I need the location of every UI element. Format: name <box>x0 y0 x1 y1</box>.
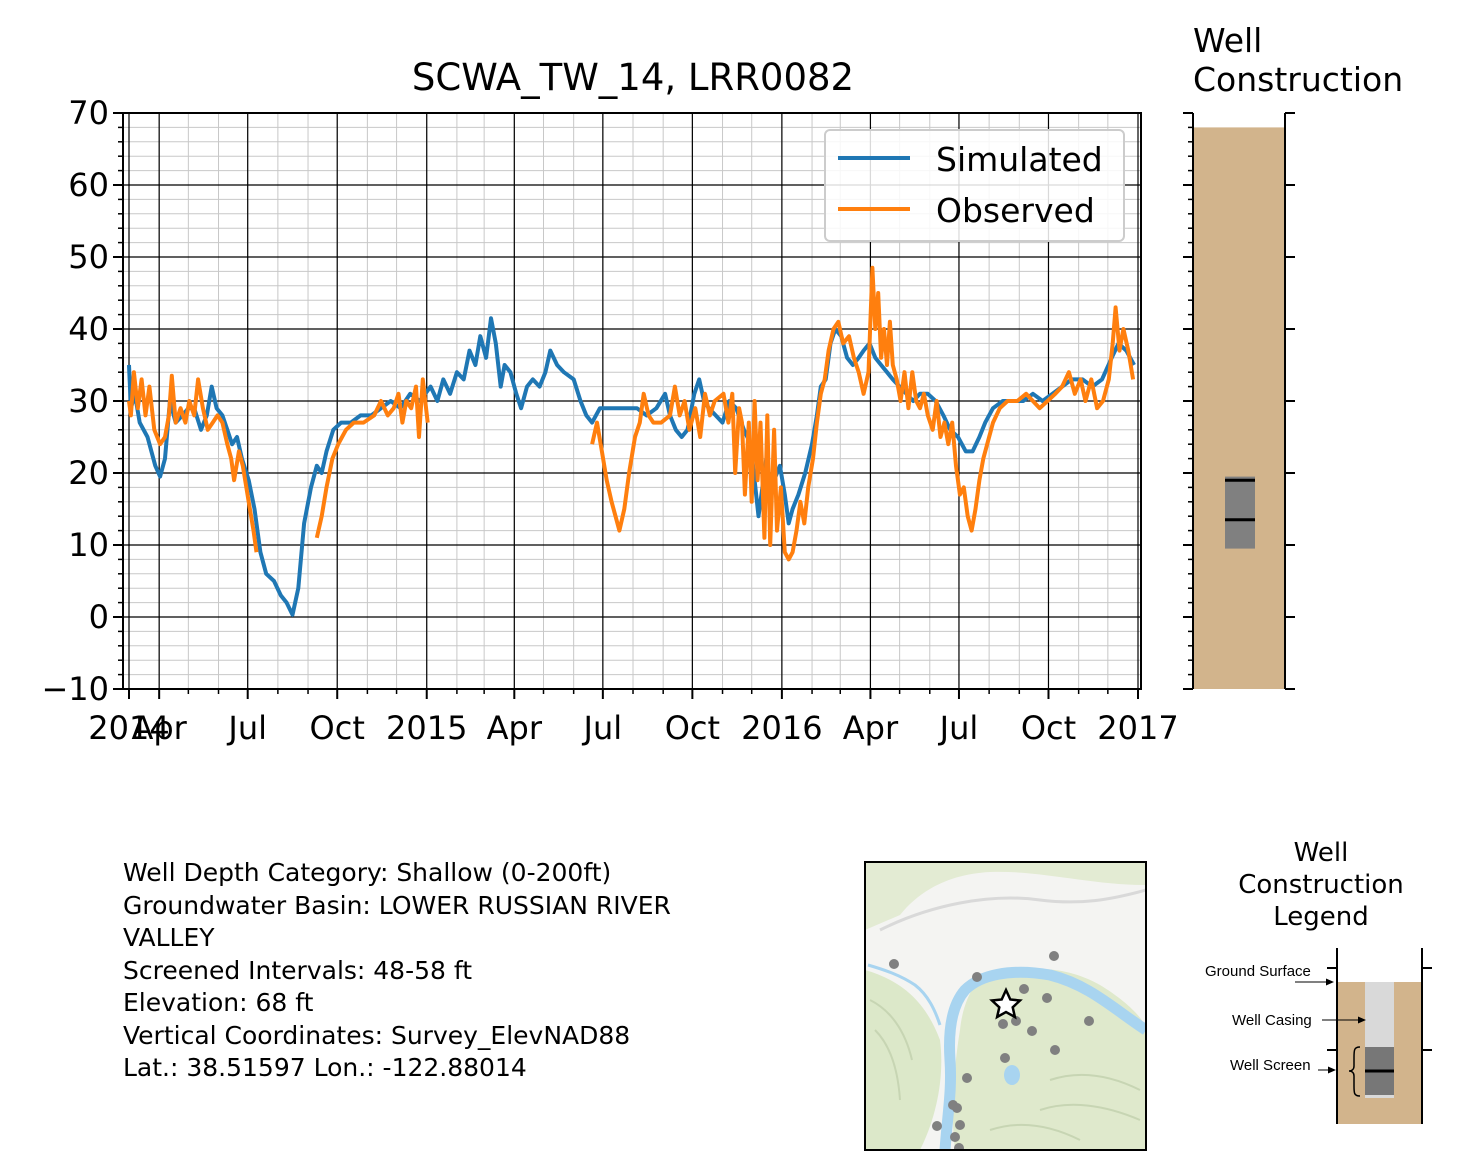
well-construction-panel: Well Construction <box>1183 21 1403 690</box>
x-tick-label: Oct <box>665 709 720 747</box>
x-tick-label: Oct <box>1021 709 1076 747</box>
map-creek <box>867 963 942 1026</box>
y-tick-label: 70 <box>68 94 109 132</box>
chart-legend: Simulated Observed <box>824 129 1125 242</box>
y-tick-label: 0 <box>89 598 109 636</box>
y-tick-label: −10 <box>41 670 109 708</box>
map-river <box>939 966 1146 1150</box>
well-construction-legend: Well Construction Legend Ground Surface … <box>1205 838 1432 1124</box>
legend-title-line3: Legend <box>1273 902 1369 932</box>
map-well-dot <box>1050 1045 1060 1055</box>
legend-simulated-label: Simulated <box>936 140 1103 179</box>
x-tick-label: Apr <box>131 709 187 747</box>
map-well-dot <box>972 972 982 982</box>
x-tick-label: Apr <box>487 709 543 747</box>
series-line-simulated <box>127 316 1136 617</box>
map-contours <box>869 999 1141 1141</box>
well-panel-title-line1: Well <box>1193 21 1262 60</box>
map-well-dot <box>889 959 899 969</box>
legend-observed-label: Observed <box>936 191 1095 230</box>
map-well-dot <box>952 1103 962 1113</box>
chart-title: SCWA_TW_14, LRR0082 <box>412 56 854 99</box>
legend-ground-arrowhead <box>1326 978 1334 986</box>
map-well-dot <box>962 1073 972 1083</box>
info-screened-intervals: Screened Intervals: 48-58 ft <box>123 955 473 985</box>
x-tick-label: Jul <box>938 709 979 747</box>
series-line-observed <box>127 370 259 553</box>
info-vertical-coordinates: Vertical Coordinates: Survey_ElevNAD88 <box>123 1020 631 1050</box>
info-depth-category: Well Depth Category: Shallow (0-200ft) <box>123 858 612 887</box>
hydrograph-chart: SCWA_TW_14, LRR0082 −10 0 10 20 30 40 50 60 70 2… <box>41 56 1178 747</box>
map-hills-north <box>865 862 1146 930</box>
well-ground-fill <box>1193 127 1285 689</box>
map-well-dot <box>1084 1016 1094 1026</box>
y-axis: −10 0 10 20 30 40 50 60 70 <box>41 94 123 708</box>
series-line-observed <box>314 377 430 539</box>
legend-screen-brace <box>1348 1046 1361 1097</box>
legend-well-screen-label: Well Screen <box>1230 1057 1311 1074</box>
legend-well-casing-label: Well Casing <box>1232 1012 1312 1029</box>
legend-title-line2: Construction <box>1238 870 1404 900</box>
map-road <box>879 888 1146 932</box>
map-well-dots <box>889 951 1094 1150</box>
y-tick-label: 20 <box>68 454 109 492</box>
map-well-dot <box>1027 1026 1037 1036</box>
well-panel-title-line2: Construction <box>1193 60 1403 99</box>
map-well-dot <box>954 1143 964 1150</box>
map-well-dot <box>950 1132 960 1142</box>
map-pond <box>1004 1065 1020 1085</box>
info-elevation: Elevation: 68 ft <box>123 988 314 1017</box>
y-tick-label: 10 <box>68 526 109 564</box>
map-well-dot <box>1019 984 1029 994</box>
map-well-dot <box>1000 1053 1010 1063</box>
map-well-dot <box>955 1120 965 1130</box>
map-well-dot <box>1042 993 1052 1003</box>
y-tick-label: 40 <box>68 310 109 348</box>
map-well-dot <box>998 1019 1008 1029</box>
legend-title-line1: Well <box>1294 838 1349 868</box>
well-info-block: Well Depth Category: Shallow (0-200ft) G… <box>123 857 763 1085</box>
map-frame <box>864 861 1147 1151</box>
map-well-dot <box>1049 951 1059 961</box>
x-tick-label: 2015 <box>386 709 467 747</box>
x-tick-label: 2016 <box>741 709 822 747</box>
series-layer <box>127 265 1136 617</box>
y-tick-label: 50 <box>68 238 109 276</box>
map-well-dot <box>932 1121 942 1131</box>
well-screen-bar <box>1225 476 1255 549</box>
x-tick-label: Jul <box>226 709 267 747</box>
map-star-marker <box>989 986 1023 1020</box>
map-land-west <box>865 970 942 1150</box>
info-basin: Groundwater Basin: LOWER RUSSIAN RIVER <box>123 890 671 920</box>
y-tick-label: 30 <box>68 382 109 420</box>
info-lat-lon: Lat.: 38.51597 Lon.: -122.88014 <box>123 1053 527 1082</box>
x-tick-label: Oct <box>310 709 365 747</box>
x-tick-label: Apr <box>843 709 899 747</box>
y-tick-label: 60 <box>68 166 109 204</box>
x-tick-label: Jul <box>582 709 623 747</box>
legend-ground-surface-label: Ground Surface <box>1205 963 1311 980</box>
info-basin-cont: VALLEY <box>123 923 215 952</box>
legend-screen-arrowhead <box>1328 1066 1336 1074</box>
x-tick-label: 2014 <box>88 709 169 747</box>
map-well-dot <box>1011 1016 1021 1026</box>
x-tick-label: 2017 <box>1097 709 1178 747</box>
series-line-observed <box>590 265 1136 562</box>
location-map <box>864 861 1147 1151</box>
legend-casing-arrowhead <box>1358 1016 1366 1024</box>
well-panel-ticks <box>1183 112 1295 690</box>
